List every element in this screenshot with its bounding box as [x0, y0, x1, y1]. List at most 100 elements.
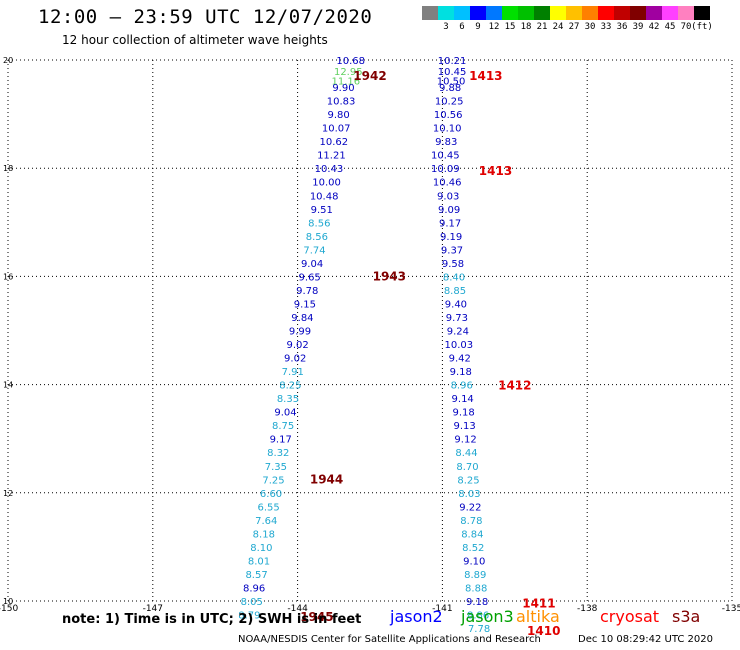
wave-height-value: 10.62 — [319, 137, 348, 148]
wave-height-value: 8.70 — [456, 462, 478, 473]
credit-text: NOAA/NESDIS Center for Satellite Applica… — [238, 634, 541, 645]
wave-height-value: 9.80 — [327, 110, 349, 121]
wave-height-value: 10.46 — [433, 178, 462, 189]
timestamp: Dec 10 08:29:42 UTC 2020 — [578, 634, 713, 645]
wave-height-value: 10.10 — [433, 124, 462, 135]
wave-height-value: 9.09 — [438, 205, 460, 216]
page-subtitle: 12 hour collection of altimeter wave hei… — [62, 33, 328, 47]
wave-height-value: 9.51 — [311, 205, 333, 216]
wave-height-value: 8.32 — [267, 448, 289, 459]
pass-number-label: 1413 — [479, 164, 512, 178]
wave-height-value: 9.99 — [289, 327, 311, 338]
wave-height-value: 9.03 — [437, 191, 459, 202]
legend-label: 39 — [632, 22, 644, 32]
wave-height-value: 8.88 — [465, 583, 487, 594]
wave-height-value: 9.37 — [441, 245, 463, 256]
wave-height-value: 10.43 — [315, 164, 344, 175]
legend-label: 6 — [459, 22, 465, 32]
wave-height-value: 10.45 — [438, 67, 467, 78]
wave-height-value: 9.17 — [270, 435, 292, 446]
wave-height-value: 8.05 — [241, 597, 263, 608]
wave-height-value: 7.91 — [282, 367, 304, 378]
y-tick-label: 16 — [3, 272, 13, 281]
wave-height-value: 10.25 — [435, 97, 464, 108]
wave-height-value: 9.65 — [299, 272, 321, 283]
wave-height-value: 9.12 — [454, 435, 476, 446]
wave-height-value: 9.18 — [466, 597, 488, 608]
wave-height-value: 10.21 — [438, 56, 467, 67]
footer-note: note: 1) Time is in UTC; 2) SWH is in fe… — [62, 612, 362, 627]
legend-swatch — [454, 6, 470, 20]
legend-swatch — [438, 6, 454, 20]
pass-number-label: 1943 — [373, 269, 406, 283]
legend-label: 18 — [520, 22, 532, 32]
wave-height-value: 9.15 — [294, 299, 316, 310]
pass-number-label: 1411 — [522, 597, 555, 611]
wave-height-value: 8.56 — [308, 218, 330, 229]
wave-height-value: 8.03 — [458, 489, 480, 500]
wave-height-value: 7.64 — [255, 516, 277, 527]
legend-swatch — [502, 6, 518, 20]
wave-height-value: 9.02 — [284, 354, 306, 365]
wave-height-value: 8.25 — [457, 475, 479, 486]
wave-height-value: 9.73 — [446, 313, 468, 324]
wave-height-value: 9.42 — [449, 354, 471, 365]
satellite-legend-item: cryosat — [600, 607, 660, 626]
wave-height-value: 10.03 — [444, 340, 473, 351]
legend-swatch — [662, 6, 678, 20]
legend-swatch — [678, 6, 694, 20]
legend-swatch — [470, 6, 486, 20]
legend-swatch — [694, 6, 710, 20]
wave-height-value: 9.58 — [442, 259, 464, 270]
wave-height-value: 8.40 — [443, 272, 465, 283]
x-tick-label: -141 — [432, 604, 452, 614]
wave-height-value: 9.02 — [286, 340, 308, 351]
wave-height-value: 10.48 — [310, 191, 339, 202]
legend-unit: (ft) — [691, 22, 713, 32]
wave-height-value: 6.55 — [258, 502, 280, 513]
legend-labels: 3 6 9 12 15 18 21 24 27 30 33 36 39 42 45 70 (ft) — [422, 22, 732, 34]
wave-height-value: 10.56 — [434, 110, 463, 121]
wave-height-value: 7.25 — [262, 475, 284, 486]
wave-height-value: 9.18 — [450, 367, 472, 378]
legend-label: 45 — [664, 22, 676, 32]
wave-height-value: 11.21 — [317, 151, 346, 162]
wave-height-value: 12.95 — [334, 67, 363, 78]
wave-height-value: 9.19 — [440, 232, 462, 243]
x-tick-label: -135 — [722, 604, 740, 614]
pass-number-label: 1410 — [527, 624, 560, 638]
wave-height-value: 9.18 — [453, 408, 475, 419]
wave-height-value: 6.60 — [260, 489, 282, 500]
wave-height-value: 8.25 — [279, 381, 301, 392]
y-tick-label: 12 — [3, 489, 13, 498]
wave-height-value: 9.83 — [435, 137, 457, 148]
wave-height-value: 7.35 — [265, 462, 287, 473]
wave-height-value: 10.83 — [327, 97, 356, 108]
wave-height-value: 9.17 — [439, 218, 461, 229]
legend-label: 15 — [504, 22, 516, 32]
legend-label: 21 — [536, 22, 548, 32]
wave-height-value: 10.68 — [336, 56, 365, 67]
legend-swatch — [486, 6, 502, 20]
wave-height-value: 8.18 — [253, 529, 275, 540]
legend-label: 70 — [680, 22, 692, 32]
wave-height-value: 8.35 — [277, 394, 299, 405]
y-tick-label: 18 — [3, 164, 13, 173]
wave-height-value: 9.13 — [453, 421, 475, 432]
wave-height-value: 7.74 — [303, 245, 325, 256]
wave-height-value: 8.56 — [306, 232, 328, 243]
wave-height-value: 7.78 — [468, 624, 490, 635]
pass-number-label: 1412 — [498, 379, 531, 393]
wave-height-value: 9.90 — [332, 83, 354, 94]
x-tick-label: -150 — [0, 604, 18, 614]
satellite-legend-item: jason2 — [390, 607, 443, 626]
y-tick-label: 10 — [3, 597, 13, 606]
wave-height-value: 9.22 — [459, 502, 481, 513]
legend-swatch — [550, 6, 566, 20]
legend-label: 36 — [616, 22, 628, 32]
wave-height-value: 8.57 — [245, 570, 267, 581]
satellite-legend-item: altika — [516, 607, 560, 626]
wave-height-value: 8.75 — [272, 421, 294, 432]
wave-height-value: 9.04 — [274, 408, 296, 419]
